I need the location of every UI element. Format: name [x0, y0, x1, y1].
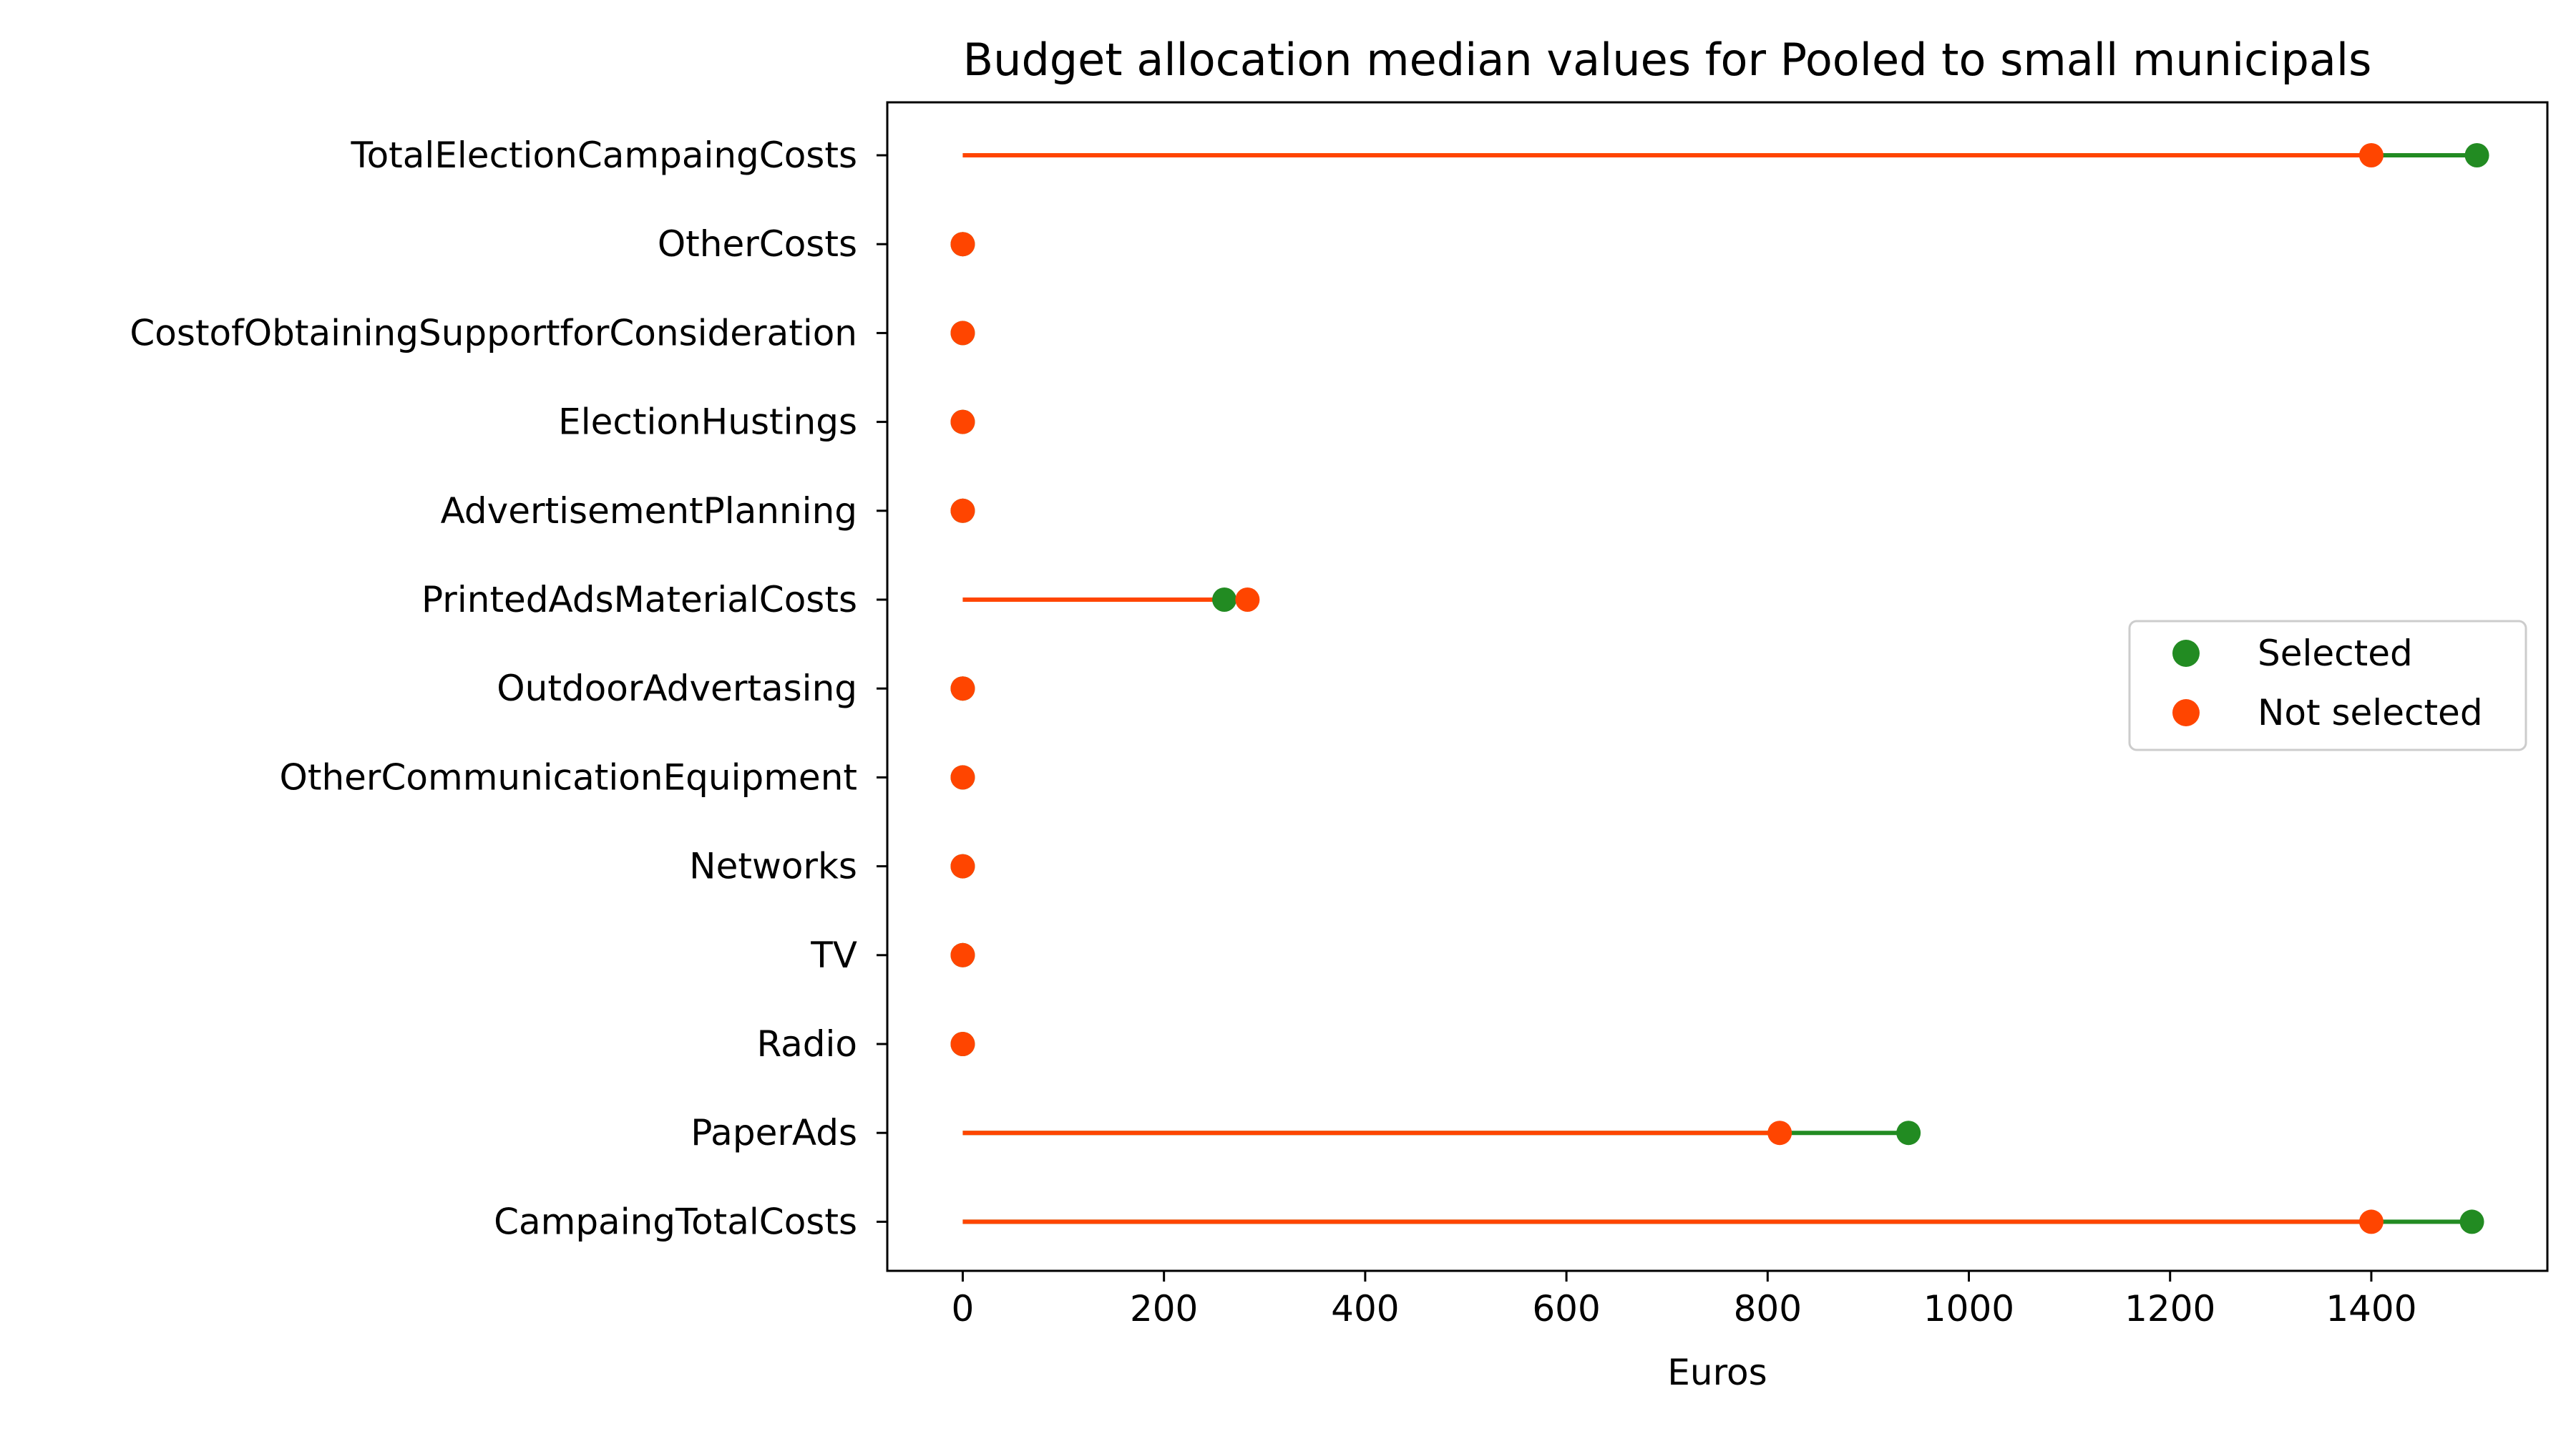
not-selected-point-advertisementplanning — [950, 498, 975, 523]
y-tick-label-othercosts: OtherCosts — [658, 223, 857, 265]
not-selected-point-outdooradvertasing — [950, 676, 975, 701]
plot-area — [950, 143, 2489, 1234]
y-tick-label-networks: Networks — [689, 846, 857, 887]
y-tick-label-tv: TV — [810, 935, 857, 976]
not-selected-point-paperads — [1767, 1121, 1792, 1146]
y-tick-label-outdooradvertasing: OutdoorAdvertasing — [497, 668, 857, 709]
x-axis-label: Euros — [1667, 1352, 1767, 1393]
not-selected-point-electionhustings — [950, 409, 975, 434]
y-axis: CampaingTotalCosts PaperAds Radio TV Network… — [130, 135, 887, 1242]
legend: Selected Not selected — [2128, 620, 2527, 751]
not-selected-point-othercosts — [950, 232, 975, 257]
x-axis: 0 200 400 600 800 1000 1200 1400 — [952, 1271, 2417, 1330]
legend-label-selected: Selected — [2258, 633, 2413, 674]
legend-marker-selected — [2172, 640, 2200, 667]
not-selected-point-totalelectioncampaingcosts — [2358, 143, 2384, 167]
y-tick-label-paperads: PaperAds — [691, 1112, 857, 1153]
not-selected-point-costofobtainingsupportforconsideration — [950, 321, 975, 346]
not-selected-point-othercommunicationequipment — [950, 765, 975, 790]
y-tick-label-printedadsmaterialcosts: PrintedAdsMaterialCosts — [421, 579, 857, 620]
plot-frame — [886, 101, 2549, 1272]
legend-frame — [2128, 620, 2527, 751]
not-selected-point-printedadsmaterialcosts — [1235, 587, 1260, 612]
not-selected-point-campaingtotalcosts — [2358, 1209, 2384, 1234]
x-tick-label: 1000 — [1923, 1288, 2014, 1330]
chart-title: Budget allocation median values for Pool… — [963, 34, 2372, 86]
x-tick-label: 200 — [1130, 1288, 1198, 1330]
legend-label-not-selected: Not selected — [2258, 692, 2483, 733]
x-tick-label: 0 — [952, 1288, 975, 1330]
y-tick-label-totalelectioncampaingcosts: TotalElectionCampaingCosts — [351, 135, 857, 176]
y-tick-label-advertisementplanning: AdvertisementPlanning — [441, 490, 857, 532]
y-tick-label-campaingtotalcosts: CampaingTotalCosts — [494, 1201, 857, 1242]
selected-point-campaingtotalcosts — [2459, 1209, 2484, 1234]
legend-marker-not-selected — [2172, 699, 2200, 726]
not-selected-point-networks — [950, 854, 975, 879]
x-tick-label: 1400 — [2326, 1288, 2416, 1330]
selected-point-totalelectioncampaingcosts — [2464, 143, 2489, 167]
not-selected-point-radio — [950, 1032, 975, 1056]
x-tick-label: 800 — [1734, 1288, 1802, 1330]
x-tick-label: 1200 — [2124, 1288, 2215, 1330]
y-tick-label-othercommunicationequipment: OtherCommunicationEquipment — [280, 756, 857, 798]
selected-point-paperads — [1896, 1121, 1921, 1146]
y-tick-label-electionhustings: ElectionHustings — [558, 401, 857, 443]
x-tick-label: 400 — [1331, 1288, 1399, 1330]
y-tick-label-costofobtainingsupportforconsideration: CostofObtainingSupportforConsideration — [130, 312, 857, 353]
not-selected-point-tv — [950, 942, 975, 967]
x-tick-label: 600 — [1532, 1288, 1600, 1330]
y-tick-label-radio: Radio — [756, 1023, 857, 1065]
selected-point-printedadsmaterialcosts — [1212, 587, 1237, 612]
